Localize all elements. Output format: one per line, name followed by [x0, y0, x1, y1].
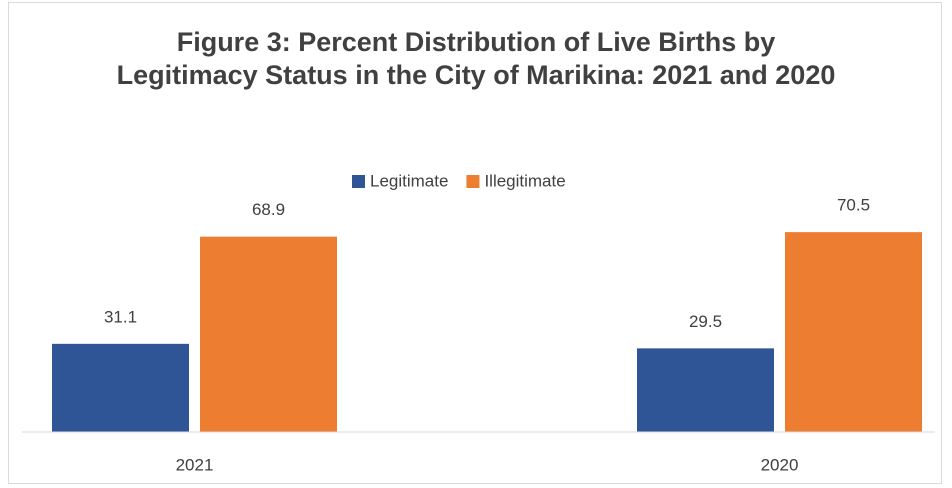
chart-frame — [8, 2, 942, 484]
legend-swatch — [466, 175, 480, 188]
bar — [52, 343, 189, 432]
bar — [785, 232, 922, 432]
value-label: 29.5 — [689, 312, 722, 331]
bar — [200, 236, 337, 432]
value-label: 68.9 — [252, 200, 285, 219]
value-label: 70.5 — [837, 196, 870, 215]
bar — [637, 348, 774, 432]
x-tick-label: 2021 — [176, 455, 214, 474]
value-label: 31.1 — [104, 307, 137, 326]
x-tick-label: 2020 — [761, 455, 799, 474]
chart-title: Figure 3: Percent Distribution of Live B… — [116, 27, 836, 90]
legend-label: Illegitimate — [484, 171, 565, 190]
legend-swatch — [352, 175, 365, 188]
legend-label: Legitimate — [370, 171, 448, 190]
